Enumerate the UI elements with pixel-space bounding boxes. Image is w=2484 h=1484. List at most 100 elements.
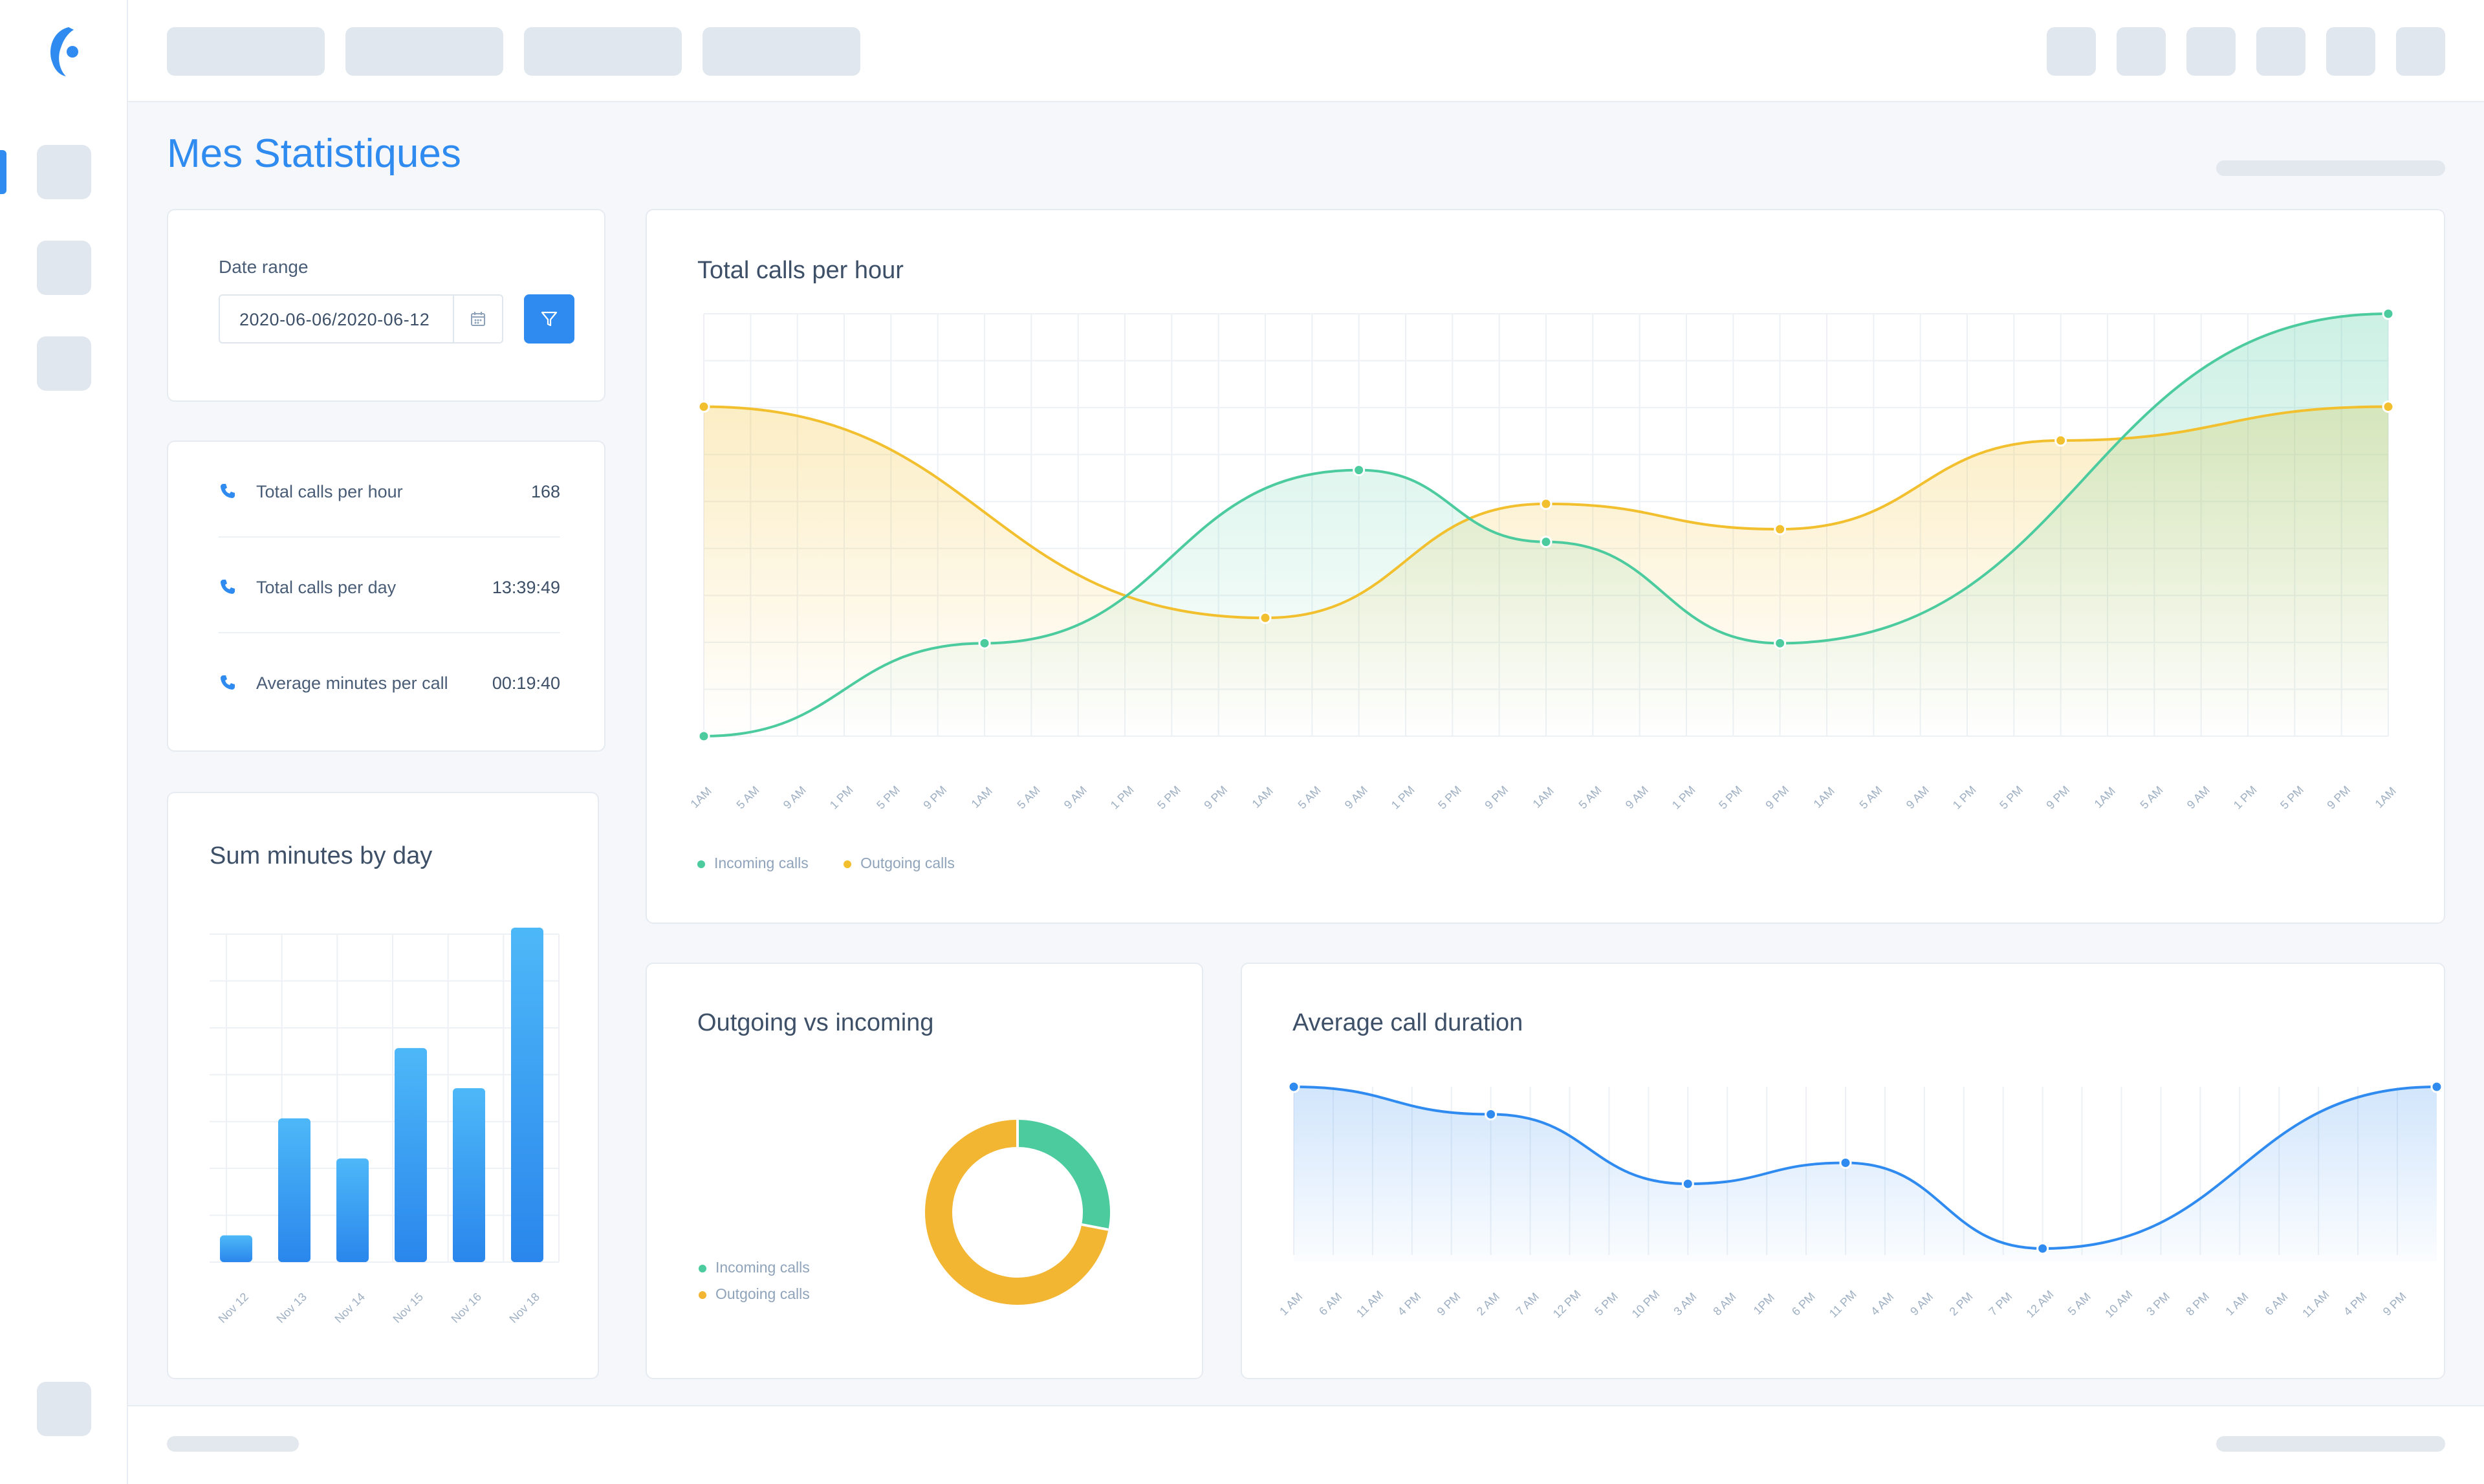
top-nav-item-3[interactable] — [524, 27, 682, 76]
data-point — [697, 730, 710, 743]
data-point — [1681, 1177, 1694, 1190]
x-tick-label: 5 AM — [734, 783, 762, 811]
top-action-5[interactable] — [2326, 27, 2375, 76]
legend-dot — [844, 860, 852, 868]
chart-title: Total calls per hour — [697, 257, 904, 284]
donut-chart — [925, 1120, 1110, 1305]
series-line — [703, 405, 2389, 620]
area-chart: 1 AM 6 AM 11 AM 4 PM 9 PM 2 AM 7 AM 12 PM 5 PM 10… — [1277, 1080, 2443, 1320]
x-tick-label: 9 AM — [781, 783, 809, 811]
filter-button[interactable] — [524, 294, 574, 344]
x-tick-label: 1AM — [2373, 785, 2399, 811]
x-tick-label: 5 AM — [2138, 783, 2166, 811]
filter-icon — [541, 311, 558, 327]
x-tick-label: 1PM — [1751, 1291, 1777, 1317]
legend-item: Incoming calls — [699, 1259, 810, 1276]
x-tick-label: 5 PM — [2278, 783, 2306, 812]
outgoing-vs-incoming-card: Outgoing vs incoming Incoming calls Outg… — [646, 963, 1203, 1379]
x-tick-label: 1AM — [1811, 785, 1837, 811]
x-tick-label: 5 PM — [874, 783, 902, 812]
x-tick-label: 3 PM — [2144, 1290, 2172, 1318]
x-tick-label: 6 AM — [2262, 1290, 2290, 1318]
data-point — [1353, 464, 1366, 477]
data-point — [1774, 637, 1787, 649]
x-tick-label: 9 AM — [1062, 783, 1089, 811]
series-area — [1294, 1087, 2437, 1261]
donut-slice — [925, 1120, 1109, 1305]
legend-item: Outgoing calls — [844, 855, 955, 872]
x-tick-label: 5 AM — [2065, 1290, 2093, 1318]
series-line — [703, 312, 2389, 737]
x-tick-label: 9 AM — [2184, 783, 2212, 811]
x-tick-label: 5 AM — [1857, 783, 1885, 811]
top-bar — [128, 0, 2484, 102]
top-action-2[interactable] — [2117, 27, 2166, 76]
x-tick-label: 1AM — [1250, 785, 1276, 811]
x-tick-label: 5 AM — [1296, 783, 1324, 811]
data-point — [2054, 434, 2067, 447]
x-tick-label: Nov 12 — [216, 1291, 251, 1326]
calendar-icon[interactable] — [453, 296, 502, 342]
legend-item: Incoming calls — [697, 855, 809, 872]
data-point — [2036, 1242, 2049, 1255]
top-nav-item-4[interactable] — [703, 27, 860, 76]
phone-icon — [221, 484, 235, 498]
donut-slice — [1017, 1120, 1110, 1230]
legend-label: Incoming calls — [715, 1259, 810, 1276]
summary-value: 00:19:40 — [492, 673, 560, 693]
sidebar-item-2[interactable] — [37, 241, 91, 295]
top-action-4[interactable] — [2256, 27, 2305, 76]
average-call-duration-card: Average call duration 1 AM 6 AM 11 AM 4 PM 9… — [1241, 963, 2445, 1379]
date-range-input[interactable]: 2020-06-06/2020-06-12 — [219, 294, 503, 344]
calls-per-hour-card: Total calls per hour 1AM 5 AM 9 AM 1 PM 5 PM… — [646, 209, 2445, 924]
sidebar-item-bottom[interactable] — [37, 1382, 91, 1436]
chart-title: Average call duration — [1292, 1009, 1523, 1036]
donut-separator — [1081, 1223, 1109, 1231]
data-point — [697, 400, 710, 413]
sidebar-item-1[interactable] — [37, 145, 91, 199]
legend-label: Outgoing calls — [860, 855, 955, 871]
legend-dot — [697, 860, 705, 868]
top-action-1[interactable] — [2047, 27, 2096, 76]
top-action-6[interactable] — [2396, 27, 2445, 76]
bar — [278, 1118, 310, 1262]
x-tick-label: 6 AM — [1316, 1290, 1344, 1318]
x-tick-label: 11 AM — [1354, 1288, 1386, 1320]
summary-label: Total calls per hour — [256, 482, 403, 501]
data-point — [1839, 1157, 1852, 1169]
x-tick-label: 1 AM — [1277, 1290, 1305, 1318]
x-tick-label: Nov 18 — [507, 1291, 542, 1326]
header-placeholder-line — [2216, 160, 2445, 176]
x-tick-label: 5 PM — [1592, 1290, 1620, 1318]
x-tick-label: 9 PM — [2380, 1290, 2409, 1318]
top-action-3[interactable] — [2186, 27, 2236, 76]
donut-legend: Incoming calls Outgoing calls — [699, 1259, 841, 1312]
x-tick-label: 5 PM — [1997, 783, 2025, 812]
series-area — [704, 314, 2388, 736]
x-tick-label: 9 PM — [1201, 783, 1230, 812]
data-point — [1287, 1080, 1300, 1093]
legend-dot — [699, 1291, 706, 1299]
legend-label: Outgoing calls — [715, 1285, 810, 1302]
x-tick-label: 1AM — [2092, 785, 2118, 811]
x-tick-label: 2 AM — [1474, 1290, 1502, 1318]
sidebar-active-indicator — [0, 150, 6, 194]
date-range-value: 2020-06-06/2020-06-12 — [239, 310, 430, 329]
summary-row: Total calls per day 13:39:49 — [219, 538, 560, 633]
sum-minutes-card: Sum minutes by day Nov 12 Nov 13 Nov 14 Nov… — [167, 792, 599, 1379]
x-tick-label: 2 PM — [1947, 1290, 1976, 1318]
summary-value: 13:39:49 — [492, 578, 560, 597]
x-tick-label: 5 PM — [1716, 783, 1745, 812]
data-point — [2382, 307, 2395, 320]
phone-icon — [221, 675, 235, 690]
summary-card: Total calls per hour 168 Total calls per… — [167, 441, 605, 752]
x-tick-label: Nov 15 — [391, 1291, 426, 1326]
top-nav-item-2[interactable] — [345, 27, 503, 76]
x-tick-label: 11 AM — [2300, 1288, 2331, 1320]
top-nav-item-1[interactable] — [167, 27, 325, 76]
app-logo-icon[interactable] — [40, 22, 92, 80]
data-point — [1774, 523, 1787, 536]
sidebar-item-3[interactable] — [37, 336, 91, 391]
x-tick-label: 1AM — [688, 785, 714, 811]
x-tick-label: 9 AM — [1904, 783, 1932, 811]
